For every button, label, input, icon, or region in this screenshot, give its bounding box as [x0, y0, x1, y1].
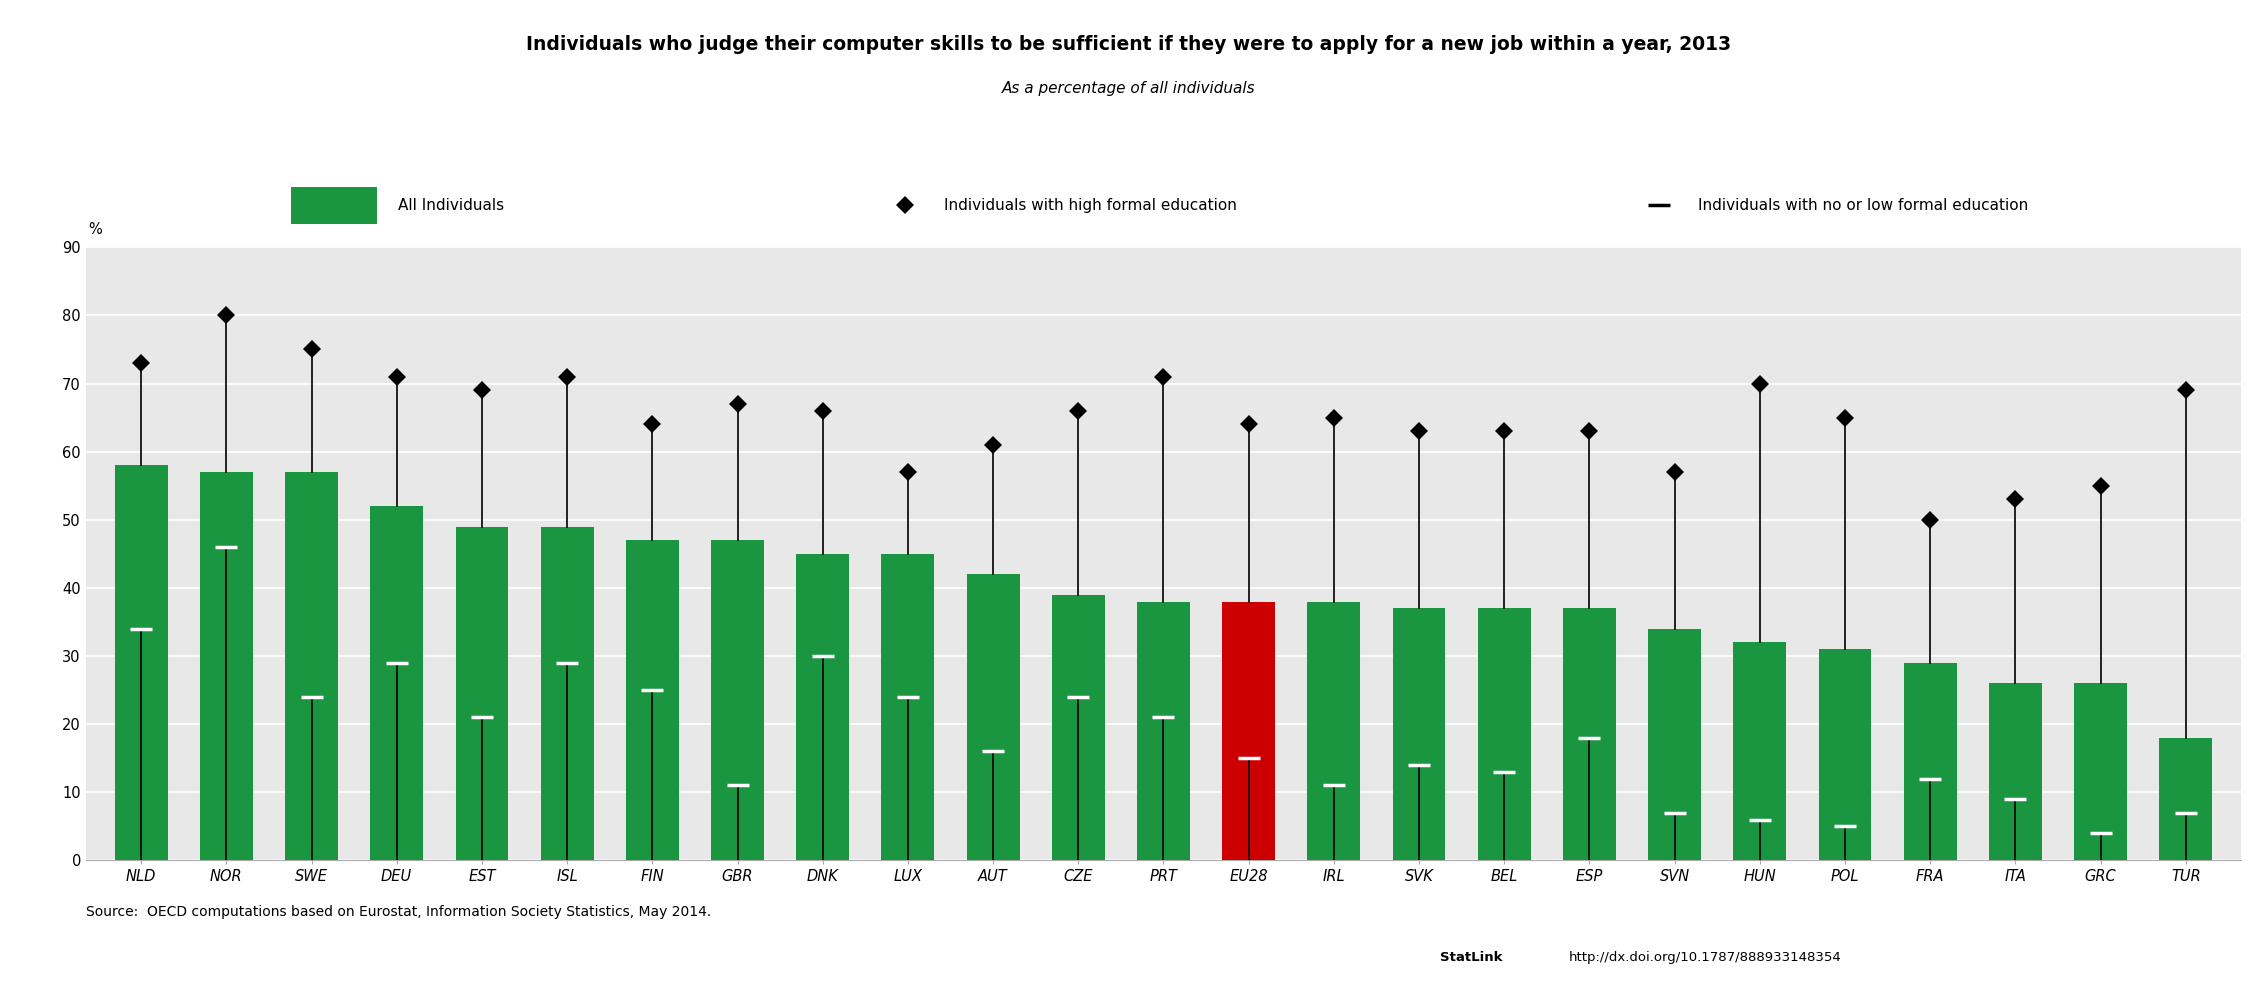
- Bar: [1819, 649, 1871, 860]
- Bar: [201, 472, 253, 860]
- Bar: [1733, 643, 1785, 860]
- Bar: [2160, 738, 2212, 860]
- Bar: [115, 465, 167, 860]
- Bar: [1905, 663, 1957, 860]
- Text: http://dx.doi.org/10.1787/888933148354: http://dx.doi.org/10.1787/888933148354: [1569, 951, 1842, 964]
- Bar: [542, 526, 594, 860]
- Bar: [1393, 608, 1444, 860]
- Bar: [1478, 608, 1530, 860]
- Text: Source:  OECD computations based on Eurostat, Information Society Statistics, Ma: Source: OECD computations based on Euros…: [86, 905, 711, 919]
- Text: Individuals with high formal education: Individuals with high formal education: [943, 198, 1237, 213]
- Bar: [1988, 683, 2043, 860]
- Text: Individuals with no or low formal education: Individuals with no or low formal educat…: [1697, 198, 2029, 213]
- Text: StatLink: StatLink: [1440, 951, 1503, 964]
- FancyBboxPatch shape: [291, 187, 377, 224]
- Text: All Individuals: All Individuals: [397, 198, 503, 213]
- Text: %: %: [88, 222, 102, 237]
- Bar: [370, 506, 422, 860]
- Bar: [284, 472, 339, 860]
- Bar: [882, 554, 934, 860]
- Bar: [711, 540, 763, 860]
- Text: Individuals who judge their computer skills to be sufficient if they were to app: Individuals who judge their computer ski…: [526, 35, 1731, 53]
- Bar: [1223, 601, 1275, 860]
- Bar: [456, 526, 508, 860]
- Text: As a percentage of all individuals: As a percentage of all individuals: [1002, 81, 1255, 96]
- Bar: [1052, 594, 1104, 860]
- Bar: [966, 575, 1020, 860]
- Bar: [797, 554, 849, 860]
- Bar: [1307, 601, 1361, 860]
- Bar: [1138, 601, 1189, 860]
- Bar: [2074, 683, 2126, 860]
- Bar: [1648, 629, 1702, 860]
- Bar: [625, 540, 679, 860]
- Bar: [1564, 608, 1616, 860]
